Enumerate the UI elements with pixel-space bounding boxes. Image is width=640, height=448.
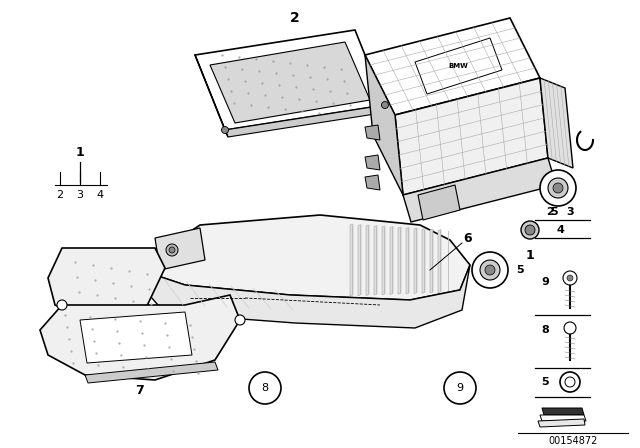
Polygon shape	[414, 228, 417, 293]
Text: 4: 4	[556, 225, 564, 235]
Polygon shape	[140, 215, 470, 300]
Polygon shape	[195, 55, 228, 137]
Polygon shape	[40, 295, 240, 380]
Polygon shape	[365, 155, 380, 170]
Polygon shape	[210, 42, 370, 123]
Circle shape	[480, 260, 500, 280]
Polygon shape	[422, 228, 425, 293]
Circle shape	[553, 183, 563, 193]
Circle shape	[472, 252, 508, 288]
Text: 2: 2	[56, 190, 63, 200]
Polygon shape	[365, 18, 540, 115]
Polygon shape	[418, 185, 460, 220]
Text: 2: 2	[290, 11, 300, 25]
Text: 9: 9	[541, 277, 549, 287]
Polygon shape	[415, 38, 502, 94]
Circle shape	[444, 372, 476, 404]
Text: 1: 1	[76, 146, 84, 159]
Circle shape	[563, 271, 577, 285]
Circle shape	[221, 126, 228, 134]
Polygon shape	[542, 408, 584, 415]
Polygon shape	[225, 105, 388, 137]
Circle shape	[564, 322, 576, 334]
Circle shape	[235, 315, 245, 325]
Text: 3: 3	[77, 190, 83, 200]
Text: 5: 5	[541, 377, 549, 387]
Text: 4: 4	[97, 190, 104, 200]
Circle shape	[381, 102, 388, 108]
Polygon shape	[358, 224, 361, 296]
Circle shape	[521, 221, 539, 239]
Polygon shape	[195, 30, 385, 130]
Text: BMW: BMW	[448, 63, 468, 69]
Text: 8: 8	[541, 325, 549, 335]
Text: 00154872: 00154872	[548, 436, 598, 446]
Circle shape	[567, 275, 573, 281]
Circle shape	[249, 372, 281, 404]
Text: 9: 9	[456, 383, 463, 393]
Polygon shape	[382, 226, 385, 295]
Text: 2: 2	[546, 207, 554, 217]
Polygon shape	[85, 362, 218, 383]
Circle shape	[565, 377, 575, 387]
Circle shape	[485, 265, 495, 275]
Circle shape	[525, 225, 535, 235]
Polygon shape	[365, 55, 403, 195]
Polygon shape	[538, 419, 585, 427]
Circle shape	[540, 170, 576, 206]
Polygon shape	[540, 78, 573, 168]
Polygon shape	[155, 228, 205, 270]
Text: 5: 5	[516, 265, 524, 275]
Text: 7: 7	[136, 383, 145, 396]
Polygon shape	[365, 125, 380, 140]
Polygon shape	[390, 227, 393, 294]
Circle shape	[560, 372, 580, 392]
Polygon shape	[403, 158, 556, 222]
Text: 5: 5	[550, 207, 558, 217]
Text: 1: 1	[525, 249, 534, 262]
Polygon shape	[350, 224, 353, 296]
Polygon shape	[365, 175, 380, 190]
Polygon shape	[80, 312, 192, 363]
Polygon shape	[438, 229, 441, 293]
Polygon shape	[406, 228, 409, 294]
Polygon shape	[366, 225, 369, 295]
Text: 3: 3	[566, 207, 574, 217]
Polygon shape	[430, 229, 433, 293]
Text: 8: 8	[261, 383, 269, 393]
Polygon shape	[398, 227, 401, 294]
Polygon shape	[540, 415, 586, 421]
Circle shape	[166, 244, 178, 256]
Polygon shape	[395, 78, 548, 195]
Polygon shape	[374, 225, 377, 295]
Circle shape	[169, 247, 175, 253]
Polygon shape	[140, 262, 470, 328]
Circle shape	[57, 300, 67, 310]
Circle shape	[548, 178, 568, 198]
Text: 6: 6	[464, 232, 472, 245]
Polygon shape	[48, 248, 165, 320]
